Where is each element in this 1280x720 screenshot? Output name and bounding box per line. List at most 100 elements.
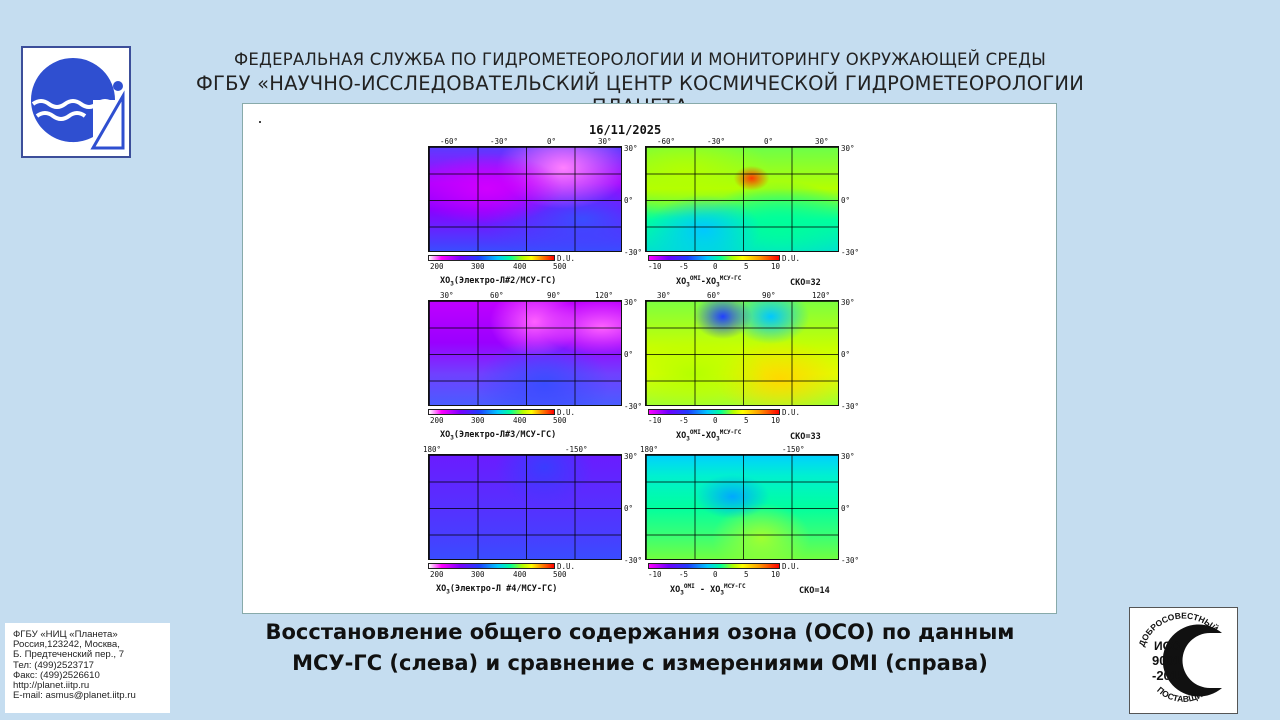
- diff-tick: -10: [648, 570, 662, 579]
- lat-label: 30°: [841, 144, 855, 153]
- lon-label: 30°: [440, 291, 454, 300]
- iso-9001-badge-icon: ДОБРОСОВЕСТНЫЙ ИСО 9001 -2015 ПОСТАВЩИК: [1129, 607, 1238, 714]
- lat-label: 30°: [624, 298, 638, 307]
- ozone-tick: 400: [513, 570, 527, 579]
- contact-email[interactable]: E-mail: asmus@planet.iitp.ru: [13, 690, 136, 702]
- figure-date: 16/11/2025: [589, 123, 662, 137]
- contact-line: ФГБУ «НИЦ «Планета»: [13, 629, 118, 640]
- diff-tick: -5: [679, 262, 689, 271]
- lat-label: -30°: [624, 402, 643, 411]
- left-caption: XO3(Электро-Л#3/МСУ-ГС): [440, 430, 557, 442]
- ozone-tick: 500: [553, 262, 567, 271]
- du-label: D.U.: [557, 408, 576, 417]
- diff-tick: 0: [713, 262, 718, 271]
- lon-label: 120°: [595, 291, 614, 300]
- ozone-tick: 400: [513, 416, 527, 425]
- ozone-tick: 500: [553, 416, 567, 425]
- contact-info: ФГБУ «НИЦ «Планета» Россия,123242, Москв…: [5, 623, 170, 713]
- ozone-colorbar: [428, 409, 555, 415]
- diff-tick: 5: [744, 570, 749, 579]
- ozone-tick: 200: [430, 416, 444, 425]
- diff-tick: 0: [713, 570, 718, 579]
- lat-label: -30°: [624, 556, 643, 565]
- iso-line1: ИСО: [1154, 639, 1180, 653]
- ozone-tick: 300: [471, 416, 485, 425]
- lon-label: 30°: [657, 291, 671, 300]
- header-agency: ФЕДЕРАЛЬНАЯ СЛУЖБА ПО ГИДРОМЕТЕОРОЛОГИИ …: [234, 50, 1046, 69]
- diff-tick: 10: [771, 416, 781, 425]
- ozone-tick: 300: [471, 262, 485, 271]
- lon-label: 0°: [764, 137, 774, 146]
- diff-colorbar: [648, 563, 780, 569]
- lon-label: 60°: [490, 291, 504, 300]
- lat-label: 0°: [624, 504, 634, 513]
- diff-tick: -10: [648, 262, 662, 271]
- lat-label: 30°: [624, 144, 638, 153]
- ozone-tick: 200: [430, 570, 444, 579]
- lon-label: -60°: [440, 137, 459, 146]
- ozone-tick: 400: [513, 262, 527, 271]
- sko-label: СКО=32: [790, 278, 821, 288]
- lat-label: 0°: [841, 196, 851, 205]
- diff-tick: -5: [679, 570, 689, 579]
- right-caption: XO3OMI - XO3МСУ-ГС: [670, 583, 746, 597]
- lon-label: 90°: [762, 291, 776, 300]
- ozone-colorbar: [428, 563, 555, 569]
- lat-label: -30°: [841, 556, 860, 565]
- diff-colorbar: [648, 409, 780, 415]
- ozone-tick: 300: [471, 570, 485, 579]
- diff-tick: 10: [771, 262, 781, 271]
- lat-label: 0°: [841, 350, 851, 359]
- diff-tick: 5: [744, 416, 749, 425]
- slide-title-line2: МСУ-ГС (слева) и сравнение с измерениями…: [292, 651, 988, 675]
- figure-dot: [259, 121, 261, 123]
- contact-line: Россия,123242, Москва,: [13, 639, 120, 651]
- lat-label: -30°: [841, 402, 860, 411]
- planeta-logo-icon: [21, 46, 131, 158]
- diff-tick: 10: [771, 570, 781, 579]
- diff-colorbar: [648, 255, 780, 261]
- diff-tick: -5: [679, 416, 689, 425]
- contact-line: Б. Предтеченский пер., 7: [13, 649, 125, 661]
- diff-map-3: [645, 454, 839, 560]
- sko-label: СКО=14: [799, 586, 830, 596]
- iso-line2: 9001: [1152, 653, 1181, 668]
- diff-map-2: [645, 300, 839, 406]
- ozone-tick: 500: [553, 570, 567, 579]
- contact-line: Тел: (499)2523717: [13, 659, 95, 671]
- lon-label: -60°: [657, 137, 676, 146]
- contact-link[interactable]: http://planet.iitp.ru: [13, 680, 90, 692]
- du-label: D.U.: [782, 562, 801, 571]
- contact-line: Факс: (499)2526610: [13, 669, 100, 681]
- left-caption: XO3(Электро-Л #4/МСУ-ГС): [436, 584, 558, 596]
- right-caption: XO3OMI-XO3МСУ-ГС: [676, 429, 742, 443]
- right-caption: XO3OMI-XO3МСУ-ГС: [676, 275, 742, 289]
- lon-label: -30°: [707, 137, 726, 146]
- figure-panel: 16/11/2025 -60° -30° 0° 30° 30° 0° -30° …: [242, 103, 1057, 614]
- du-label: D.U.: [557, 254, 576, 263]
- left-caption: XO3(Электро-Л#2/МСУ-ГС): [440, 276, 557, 288]
- lon-label: 180°: [423, 445, 442, 454]
- slide-title: Восстановление общего содержания озона (…: [200, 617, 1080, 679]
- lat-label: 0°: [624, 196, 634, 205]
- du-label: D.U.: [782, 254, 801, 263]
- lon-label: -30°: [490, 137, 509, 146]
- lat-label: 30°: [841, 298, 855, 307]
- ozone-map-3: [428, 454, 622, 560]
- iso-line3: -2015: [1152, 668, 1185, 683]
- lat-label: 30°: [624, 452, 638, 461]
- lat-label: 30°: [841, 452, 855, 461]
- slide-title-line1: Восстановление общего содержания озона (…: [265, 620, 1015, 644]
- diff-tick: 5: [744, 262, 749, 271]
- diff-tick: 0: [713, 416, 718, 425]
- lon-label: 30°: [598, 137, 612, 146]
- lat-label: 0°: [841, 504, 851, 513]
- ozone-tick: 200: [430, 262, 444, 271]
- ozone-map-1: [428, 146, 622, 252]
- lat-label: -30°: [841, 248, 860, 257]
- ozone-colorbar: [428, 255, 555, 261]
- diff-tick: -10: [648, 416, 662, 425]
- sko-label: СКО=33: [790, 432, 821, 442]
- lon-label: 0°: [547, 137, 557, 146]
- lon-label: 90°: [547, 291, 561, 300]
